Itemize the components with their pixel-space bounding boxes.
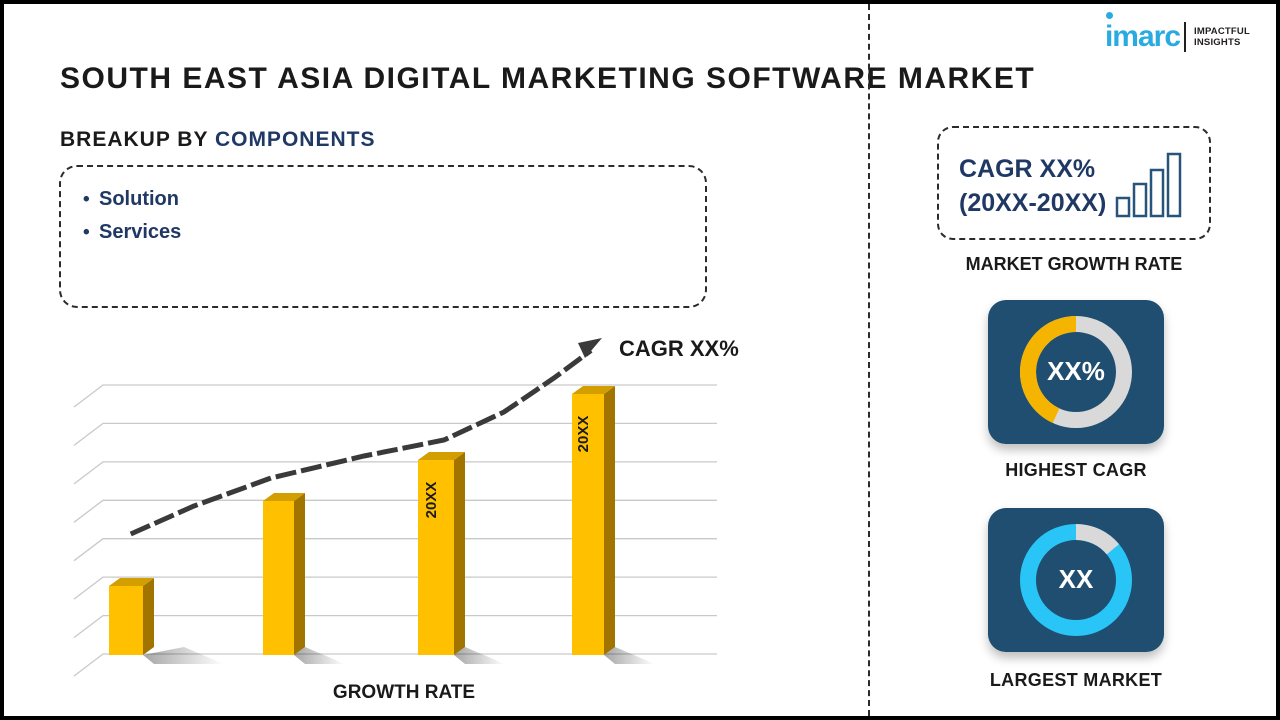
svg-text:20XX: 20XX bbox=[575, 416, 592, 453]
svg-text:XX%: XX% bbox=[1047, 356, 1105, 386]
svg-text:20XX: 20XX bbox=[423, 482, 440, 519]
svg-text:XX: XX bbox=[1059, 564, 1094, 594]
svg-text:CAGR XX%: CAGR XX% bbox=[619, 336, 739, 361]
